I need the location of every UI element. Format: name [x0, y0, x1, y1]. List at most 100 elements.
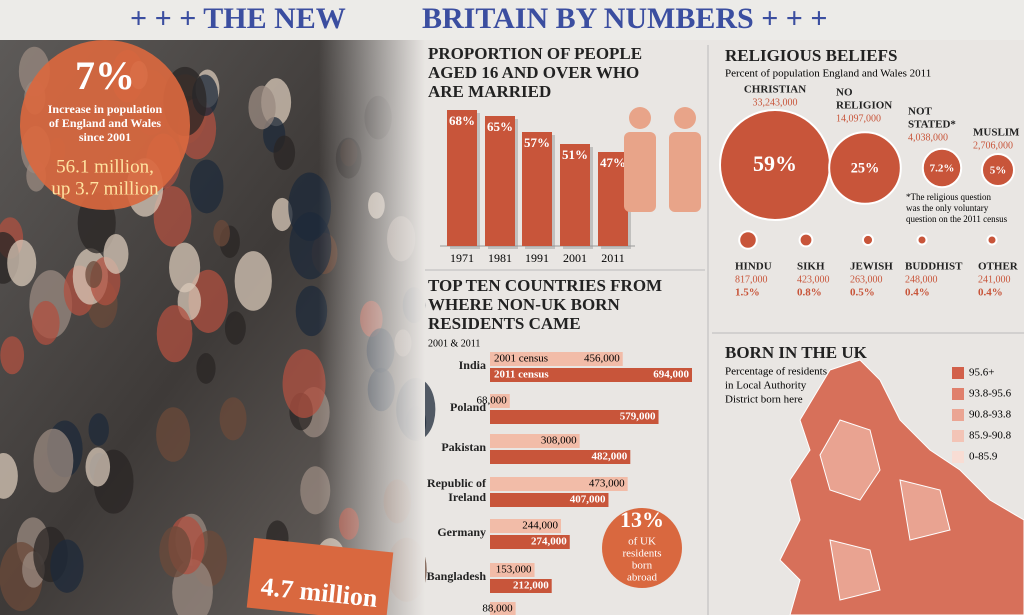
bar — [447, 110, 477, 246]
religion-name: NOT — [908, 106, 933, 118]
born-title: BORN IN THE UK — [725, 343, 868, 362]
value-label: 65% — [487, 119, 513, 134]
countries-title: TOP TEN COUNTRIES FROM — [428, 276, 662, 295]
bar-label: 274,000 — [531, 536, 567, 548]
religion-note: *The religious question — [906, 192, 991, 202]
bar-2011 — [490, 535, 570, 549]
bar-label: 88,000 — [482, 603, 513, 615]
legend-label: 0-85.9 — [969, 451, 998, 463]
religion-bubble — [986, 234, 998, 246]
legend-swatch — [952, 367, 964, 379]
abroad-value: 13% — [620, 507, 664, 532]
religion-count: 241,000 — [978, 274, 1011, 285]
series-label: 2001 census — [494, 353, 548, 365]
bar-2001 — [490, 563, 535, 577]
religion-count: 263,000 — [850, 274, 883, 285]
bar — [560, 144, 590, 246]
religion-subtitle: Percent of population England and Wales … — [725, 68, 931, 80]
born-subtitle: District born here — [725, 394, 803, 406]
religion-note: question on the 2011 census — [906, 214, 1008, 224]
bar-2001 — [490, 519, 562, 533]
person-icon — [624, 132, 656, 212]
population-total: up 3.7 million — [51, 178, 159, 199]
religion-note: was the only voluntary — [906, 203, 989, 213]
bar-label: 482,000 — [592, 451, 628, 463]
religion-name: CHRISTIAN — [744, 84, 806, 96]
country-name: Germany — [437, 525, 486, 539]
legend-swatch — [952, 451, 964, 463]
legend-label: 95.6+ — [969, 367, 994, 379]
born-subtitle: Percentage of residents — [725, 366, 827, 378]
religion-percent: 0.8% — [797, 287, 822, 299]
religion-percent: 0.5% — [850, 287, 875, 299]
bar-2001 — [490, 602, 516, 615]
bar-2001 — [490, 477, 628, 491]
header-band — [0, 0, 1024, 40]
religion-bubble — [738, 230, 758, 250]
religion-count: 33,243,000 — [753, 97, 798, 108]
legend-swatch — [952, 430, 964, 442]
bar — [598, 152, 628, 246]
religion-name: JEWISH — [850, 261, 893, 273]
bar-label: 244,000 — [522, 520, 558, 532]
country-name: Poland — [450, 400, 486, 414]
religion-name: MUSLIM — [973, 127, 1020, 139]
legend-label: 85.9-90.8 — [969, 430, 1012, 442]
population-text: Increase in population — [48, 102, 163, 116]
born-subtitle: in Local Authority — [725, 380, 807, 392]
abroad-text: residents — [622, 548, 661, 560]
legend-label: 93.8-95.6 — [969, 388, 1012, 400]
religion-title: RELIGIOUS BELIEFS — [725, 46, 897, 65]
year-label: 2001 — [563, 251, 587, 265]
bar-label: 579,000 — [620, 411, 656, 423]
bar-label: 473,000 — [589, 478, 625, 490]
religion-bubble — [916, 234, 928, 246]
religion-percent: 59% — [753, 151, 797, 176]
title-right: BRITAIN BY NUMBERS + + + — [422, 2, 828, 35]
population-headline: 7% — [75, 53, 135, 98]
year-label: 1991 — [525, 251, 549, 265]
religion-percent: 1.5% — [735, 287, 760, 299]
bottom-badge — [246, 537, 394, 615]
population-text: of England and Wales — [49, 116, 161, 130]
bar-2001 — [490, 352, 623, 366]
religion-name: OTHER — [978, 261, 1019, 273]
religion-bubble — [798, 232, 814, 248]
bar-2011 — [490, 410, 659, 424]
bar-label: 407,000 — [570, 494, 606, 506]
bar-label: 68,000 — [477, 395, 508, 407]
religion-count: 423,000 — [797, 274, 830, 285]
year-label: 1981 — [488, 251, 512, 265]
religion-bubble — [828, 131, 902, 205]
religion-name: BUDDHIST — [905, 261, 963, 273]
bar-2011 — [490, 450, 631, 464]
religion-name: NO — [836, 87, 853, 99]
religion-name: STATED* — [908, 119, 956, 131]
population-text: since 2001 — [79, 130, 131, 144]
religion-name: SIKH — [797, 261, 825, 273]
bar-label: 456,000 — [584, 353, 620, 365]
value-label: 57% — [524, 135, 550, 150]
country-name: India — [459, 358, 486, 372]
bar-2001 — [490, 434, 580, 448]
religion-percent: 7.2% — [930, 163, 955, 175]
legend-swatch — [952, 409, 964, 421]
person-icon — [669, 132, 701, 212]
religion-count: 14,097,000 — [836, 113, 881, 124]
country-name: Pakistan — [441, 440, 486, 454]
abroad-badge — [602, 508, 682, 588]
value-label: 51% — [562, 147, 588, 162]
legend-swatch — [952, 388, 964, 400]
religion-bubble — [980, 152, 1016, 188]
bar-2011 — [490, 579, 552, 593]
bar-2001 — [490, 394, 510, 408]
map-districts — [819, 419, 951, 601]
abroad-text: of UK — [628, 536, 656, 548]
person-icon — [674, 107, 696, 129]
country-name: Bangladesh — [427, 569, 487, 583]
value-label: 47% — [600, 155, 626, 170]
person-icon — [629, 107, 651, 129]
religion-bubble — [921, 147, 963, 189]
religion-percent: 5% — [990, 165, 1007, 177]
